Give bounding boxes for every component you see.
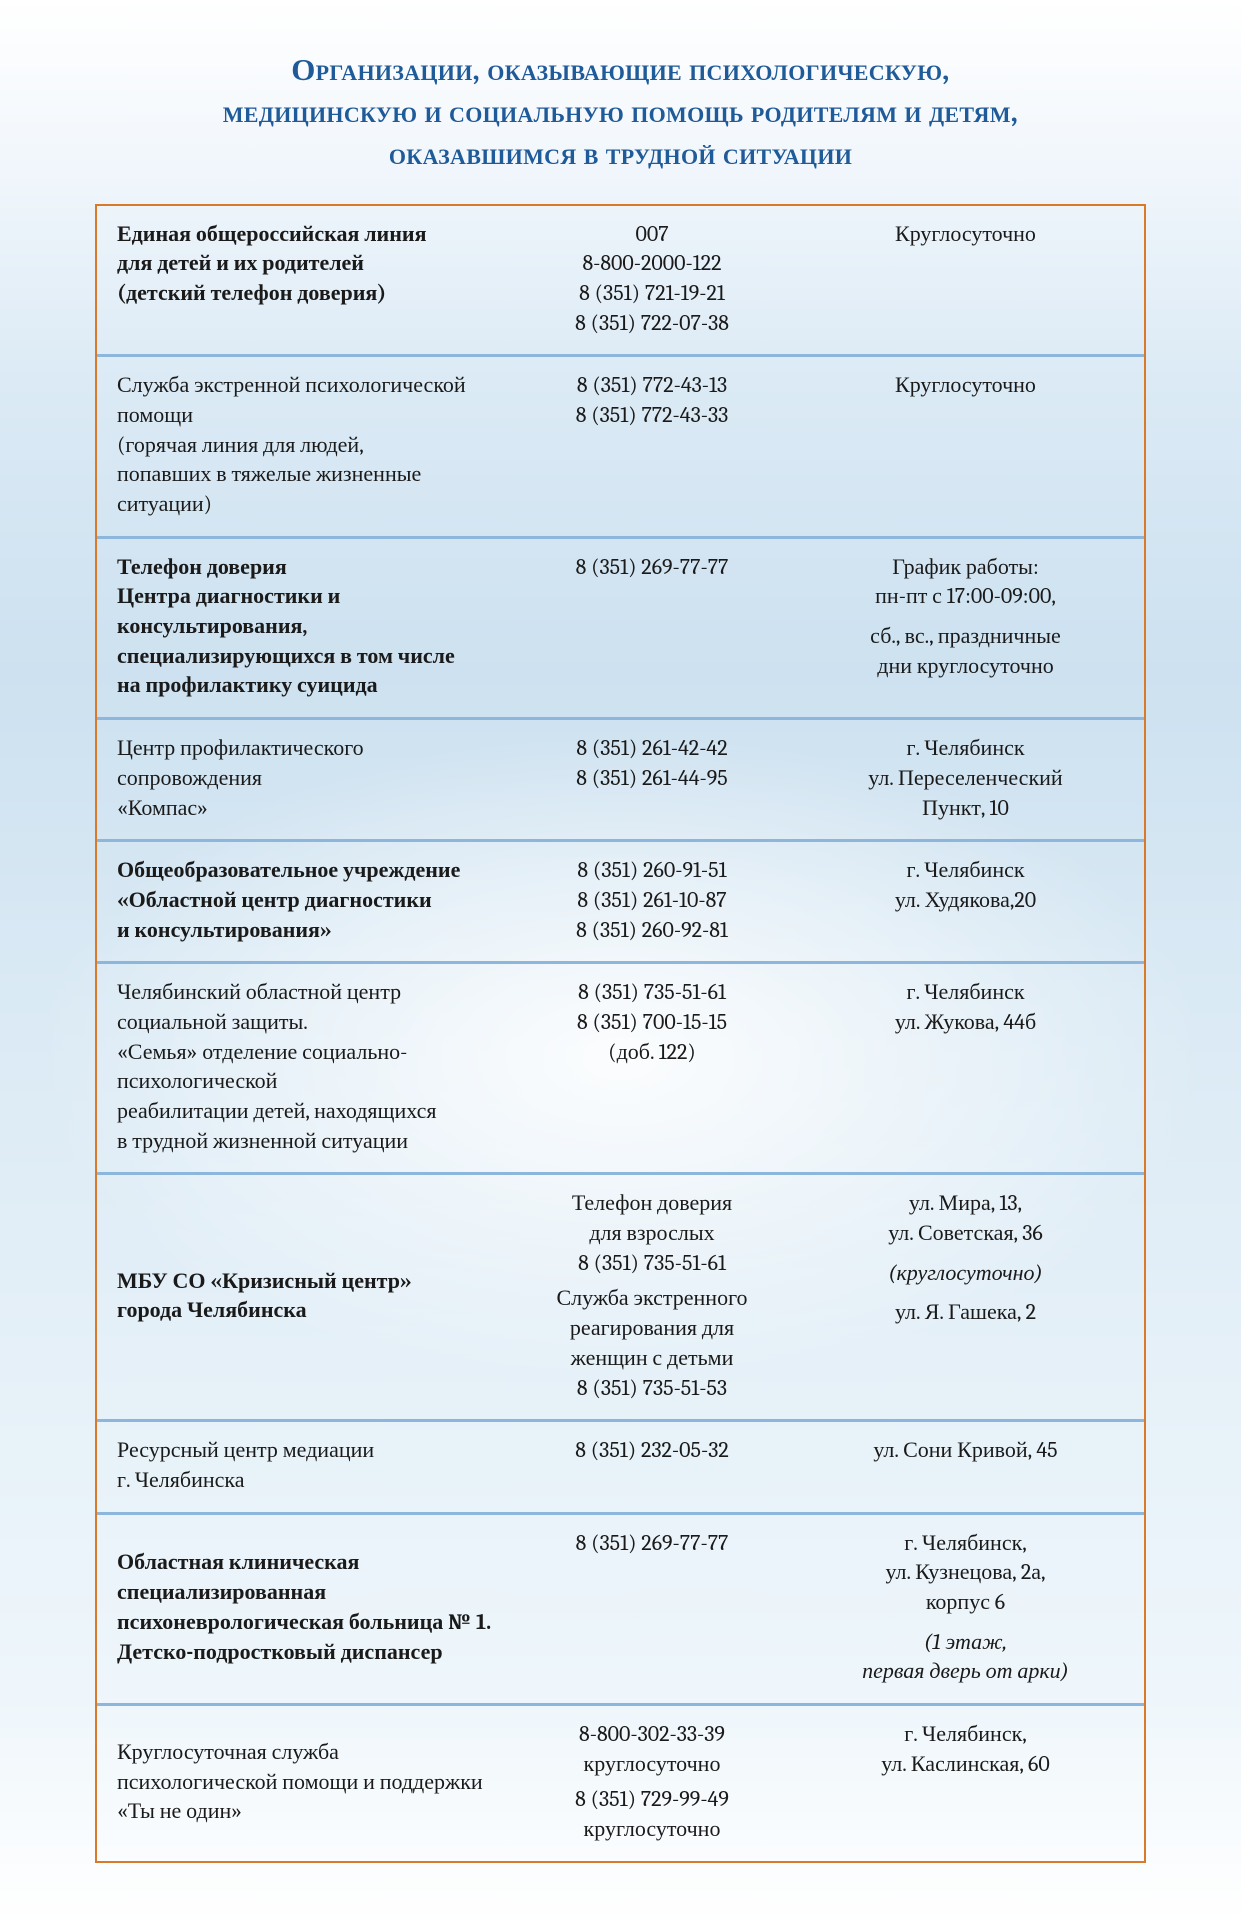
org-name: Телефон доверияЦентра диагностики и конс… (117, 553, 497, 701)
org-name: Ресурсный центр медиацииг. Челябинска (117, 1436, 374, 1495)
org-name: Круглосуточная службапсихологической пом… (117, 1738, 483, 1827)
org-info-cell: г. Челябинскул. Жукова, 44б (787, 964, 1144, 1172)
phone-block: 8 (351) 261-42-428 (351) 261-44-95 (537, 734, 767, 793)
phone-block: 8 (351) 772-43-138 (351) 772-43-33 (537, 371, 767, 430)
org-name-cell: Областная клиническая специализированная… (97, 1515, 517, 1703)
org-info-cell: Круглосуточно (787, 357, 1144, 535)
info-block: ул. Мира, 13,ул. Советская, 36 (807, 1189, 1124, 1248)
table-row: Служба экстренной психологической помощи… (97, 357, 1144, 538)
org-name: МБУ СО «Кризисный центр»города Челябинск… (117, 1267, 412, 1326)
org-phone-cell: 8 (351) 772-43-138 (351) 772-43-33 (517, 357, 787, 535)
org-phone-cell: 8 (351) 232-05-32 (517, 1422, 787, 1511)
info-block: г. Челябинскул. Худякова,20 (807, 856, 1124, 915)
phone-block: 0078-800-2000-1228 (351) 721-19-218 (351… (537, 220, 767, 339)
info-block: г. Челябинск,ул. Кузнецова, 2а,корпус 6 (807, 1529, 1124, 1618)
page: Организации, оказывающие психологическую… (0, 0, 1241, 1923)
org-name: Областная клиническая специализированная… (117, 1548, 497, 1667)
org-phone-cell: 8 (351) 269-77-77 (517, 1515, 787, 1703)
table-row: Телефон доверияЦентра диагностики и конс… (97, 539, 1144, 720)
phone-block: Телефон довериядля взрослых8 (351) 735-5… (537, 1189, 767, 1278)
org-info-cell: г. Челябинскул. Худякова,20 (787, 842, 1144, 961)
info-block: сб., вс., праздничныедни круглосуточно (807, 622, 1124, 681)
phone-block: Служба экстренногореагирования дляженщин… (537, 1284, 767, 1403)
page-title: Организации, оказывающие психологическую… (95, 50, 1146, 176)
org-phone-cell: 8 (351) 269-77-77 (517, 539, 787, 717)
org-name-cell: Служба экстренной психологической помощи… (97, 357, 517, 535)
table-row: Единая общероссийская линиядля детей и и… (97, 206, 1144, 358)
org-name-cell: Круглосуточная службапсихологической пом… (97, 1706, 517, 1861)
org-name-cell: Общеобразовательное учреждение«Областной… (97, 842, 517, 961)
info-block: (круглосуточно) (807, 1259, 1124, 1289)
org-info-cell: Круглосуточно (787, 206, 1144, 355)
org-name: Челябинский областной центрсоциальной за… (117, 978, 497, 1156)
org-info-cell: г. Челябинскул. ПереселенческийПункт, 10 (787, 720, 1144, 839)
table-row: Ресурсный центр медиацииг. Челябинска 8 (… (97, 1422, 1144, 1514)
org-phone-cell: 8 (351) 735-51-618 (351) 700-15-15(доб. … (517, 964, 787, 1172)
org-name: Служба экстренной психологической помощи… (117, 371, 497, 519)
org-info-cell: ул. Сони Кривой, 45 (787, 1422, 1144, 1511)
info-block: (1 этаж,первая дверь от арки) (807, 1628, 1124, 1687)
org-info-cell: ул. Мира, 13,ул. Советская, 36 (круглосут… (787, 1175, 1144, 1419)
org-name-cell: Телефон доверияЦентра диагностики и конс… (97, 539, 517, 717)
info-block: г. Челябинск,ул. Каслинская, 60 (807, 1720, 1124, 1779)
org-name: Единая общероссийская линиядля детей и и… (117, 220, 426, 309)
phone-block: 8-800-302-33-39круглосуточно (537, 1720, 767, 1779)
info-block: г. Челябинскул. Жукова, 44б (807, 978, 1124, 1037)
org-name: Общеобразовательное учреждение«Областной… (117, 856, 460, 945)
org-name: Центр профилактического сопровождения«Ко… (117, 734, 497, 823)
info-block: ул. Сони Кривой, 45 (807, 1436, 1124, 1466)
phone-block: 8 (351) 260-91-518 (351) 261-10-878 (351… (537, 856, 767, 945)
org-phone-cell: 8 (351) 261-42-428 (351) 261-44-95 (517, 720, 787, 839)
org-name-cell: Центр профилактического сопровождения«Ко… (97, 720, 517, 839)
phone-block: 8 (351) 269-77-77 (537, 1529, 767, 1559)
org-phone-cell: 8-800-302-33-39круглосуточно 8 (351) 729-… (517, 1706, 787, 1861)
org-name-cell: Ресурсный центр медиацииг. Челябинска (97, 1422, 517, 1511)
phone-block: 8 (351) 232-05-32 (537, 1436, 767, 1466)
org-table: Единая общероссийская линиядля детей и и… (95, 204, 1146, 1863)
info-block: ул. Я. Гашека, 2 (807, 1298, 1124, 1328)
table-row: Челябинский областной центрсоциальной за… (97, 964, 1144, 1175)
org-name-cell: Челябинский областной центрсоциальной за… (97, 964, 517, 1172)
org-name-cell: Единая общероссийская линиядля детей и и… (97, 206, 517, 355)
table-row: Круглосуточная службапсихологической пом… (97, 1706, 1144, 1861)
org-name-cell: МБУ СО «Кризисный центр»города Челябинск… (97, 1175, 517, 1419)
table-row: Общеобразовательное учреждение«Областной… (97, 842, 1144, 964)
org-info-cell: г. Челябинск,ул. Кузнецова, 2а,корпус 6 (… (787, 1515, 1144, 1703)
org-phone-cell: 8 (351) 260-91-518 (351) 261-10-878 (351… (517, 842, 787, 961)
info-block: Круглосуточно (807, 220, 1124, 250)
table-row: МБУ СО «Кризисный центр»города Челябинск… (97, 1175, 1144, 1422)
table-row: Центр профилактического сопровождения«Ко… (97, 720, 1144, 842)
info-block: Круглосуточно (807, 371, 1124, 401)
org-phone-cell: 0078-800-2000-1228 (351) 721-19-218 (351… (517, 206, 787, 355)
table-row: Областная клиническая специализированная… (97, 1515, 1144, 1706)
org-info-cell: г. Челябинск,ул. Каслинская, 60 (787, 1706, 1144, 1861)
org-info-cell: График работы:пн-пт с 17:00-09:00, сб., в… (787, 539, 1144, 717)
phone-block: 8 (351) 735-51-618 (351) 700-15-15(доб. … (537, 978, 767, 1067)
org-phone-cell: Телефон довериядля взрослых8 (351) 735-5… (517, 1175, 787, 1419)
info-block: г. Челябинскул. ПереселенческийПункт, 10 (807, 734, 1124, 823)
phone-block: 8 (351) 269-77-77 (537, 553, 767, 583)
phone-block: 8 (351) 729-99-49круглосуточно (537, 1785, 767, 1844)
info-block: График работы:пн-пт с 17:00-09:00, (807, 553, 1124, 612)
